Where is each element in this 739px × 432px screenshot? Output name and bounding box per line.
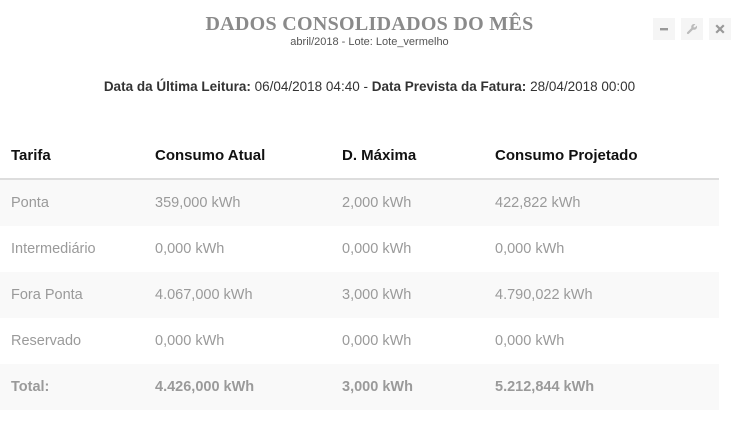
cell-projected-consumption: 0,000 kWh [495,241,565,257]
cell-tariff: Reservado [11,333,82,349]
close-icon [715,24,725,34]
cell-projected-consumption: 4.790,022 kWh [484,272,719,318]
widget-subtitle: abril/2018 - Lote: Lote_vermelho [290,36,449,48]
last-reading-value: 06/04/2018 04:40 [254,79,360,94]
readings-info: Data da Última Leitura: 06/04/2018 04:40… [0,79,739,94]
cell-max-demand: 0,000 kWh [342,241,412,257]
cell-max-demand: 0,000 kWh [342,333,412,349]
cell-total-max-demand: 3,000 kWh [331,364,484,410]
table-row: Fora Ponta 4.067,000 kWh 3,000 kWh 4.790… [0,272,719,318]
cell-current-consumption: 0,000 kWh [155,333,225,349]
column-header-max-demand: D. Máxima [331,132,484,180]
last-reading-label: Data da Última Leitura: [103,79,251,94]
cell-tariff: Intermediário [11,241,96,257]
cell-total-label: Total: [0,364,144,410]
minimize-button[interactable] [653,18,675,40]
tariff-table: Tarifa Consumo Atual D. Máxima Consumo P… [0,132,719,410]
cell-total-current-consumption: 4.426,000 kWh [144,364,331,410]
cell-projected-consumption: 0,000 kWh [495,333,565,349]
cell-projected-consumption: 422,822 kWh [484,179,719,226]
widget-title: DADOS CONSOLIDADOS DO MÊS [205,13,534,35]
table-header-row: Tarifa Consumo Atual D. Máxima Consumo P… [0,132,719,180]
table-total-row: Total: 4.426,000 kWh 3,000 kWh 5.212,844… [0,364,719,410]
widget-toolbar [653,18,731,40]
cell-tariff: Ponta [0,179,144,226]
cell-max-demand: 2,000 kWh [331,179,484,226]
wrench-icon [686,23,698,35]
minimize-icon [659,24,669,34]
table-row: Ponta 359,000 kWh 2,000 kWh 422,822 kWh [0,179,719,226]
column-header-tariff: Tarifa [0,132,144,180]
cell-current-consumption: 359,000 kWh [144,179,331,226]
column-header-current-consumption: Consumo Atual [144,132,331,180]
cell-max-demand: 3,000 kWh [331,272,484,318]
cell-current-consumption: 0,000 kWh [155,241,225,257]
settings-button[interactable] [681,18,703,40]
table-row: Intermediário 0,000 kWh 0,000 kWh 0,000 … [0,226,719,272]
widget-header: DADOS CONSOLIDADOS DO MÊS abril/2018 - L… [0,10,739,50]
close-button[interactable] [709,18,731,40]
cell-tariff: Fora Ponta [0,272,144,318]
cell-current-consumption: 4.067,000 kWh [144,272,331,318]
column-header-projected-consumption: Consumo Projetado [484,132,719,180]
forecast-invoice-value: 28/04/2018 00:00 [530,79,636,94]
forecast-invoice-label: Data Prevista da Fatura: [371,79,527,94]
readings-separator: - [363,79,368,94]
cell-total-projected-consumption: 5.212,844 kWh [484,364,719,410]
table-row: Reservado 0,000 kWh 0,000 kWh 0,000 kWh [0,318,719,364]
